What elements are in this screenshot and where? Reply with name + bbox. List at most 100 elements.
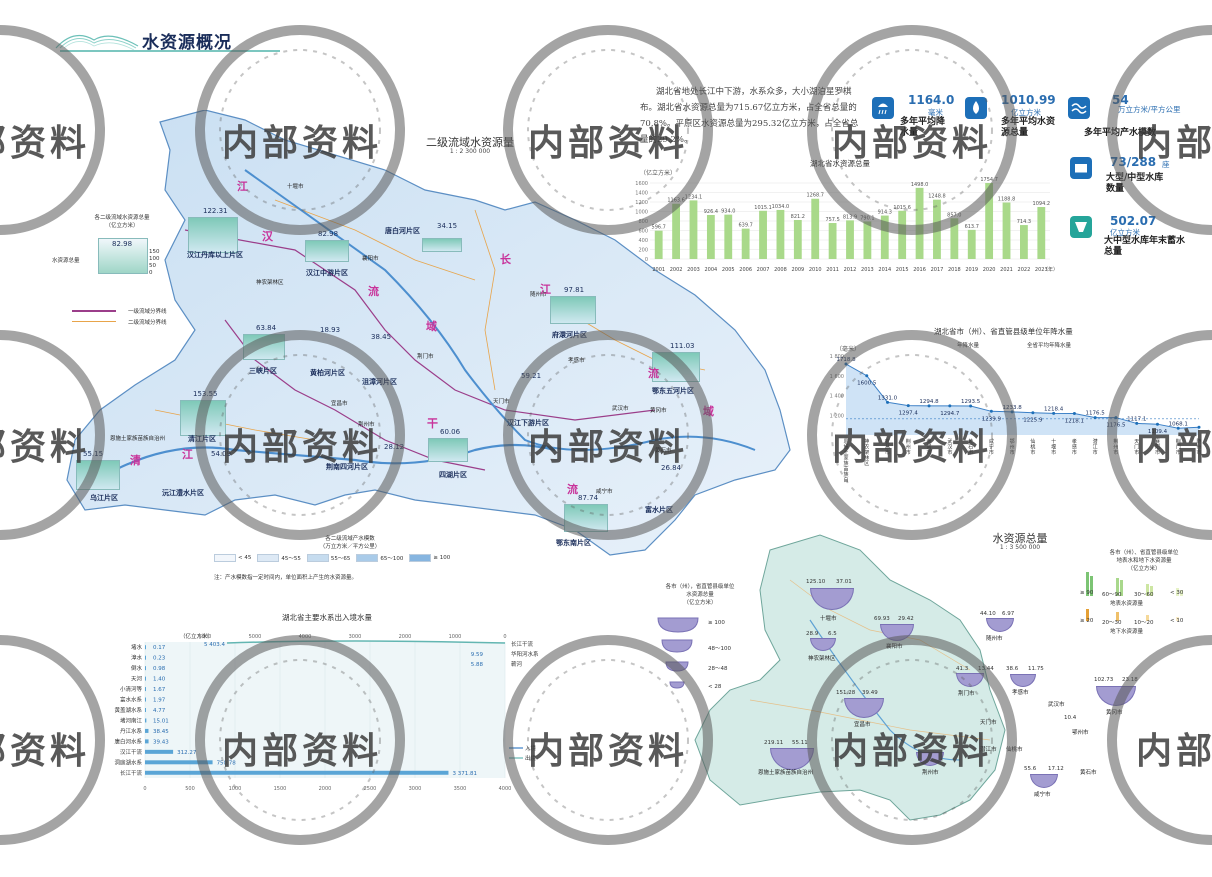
- outflow-name-label: 华阳河水系: [511, 650, 539, 658]
- bar: [1020, 225, 1028, 259]
- x-tick-label: 黄石市: [968, 438, 973, 456]
- city-name: 武汉市: [1048, 702, 1065, 708]
- x-tick-label: 2015: [896, 267, 909, 273]
- bar-value-label: 1498.0: [911, 182, 929, 188]
- flow-category-label: 唐白河水系: [114, 737, 142, 745]
- x-tick-label: 3500: [454, 786, 467, 792]
- bar: [811, 198, 820, 259]
- legend-cube: [98, 238, 148, 274]
- city-value: 102.73: [1094, 677, 1114, 683]
- flow-value-label: 39.43: [153, 739, 169, 745]
- city-label: 武汉市: [612, 406, 629, 412]
- basin-label: 长: [500, 253, 511, 266]
- legend-label: 入境: [525, 744, 537, 752]
- outflow-value-label: 9.59: [471, 652, 484, 658]
- bar-value-label: 926.4: [704, 209, 718, 215]
- stat-label: 大型/中型水库数量: [1106, 173, 1164, 194]
- ground-class: < 10: [1170, 618, 1184, 624]
- map-note: 注：产水模数指一定时间内，单位面积上产生的水资源量。: [214, 575, 358, 581]
- region-label: 清江片区: [188, 435, 216, 443]
- precip-point: [989, 409, 993, 413]
- region-value: 28.12: [384, 443, 405, 451]
- flow-bar: [145, 760, 213, 765]
- basin-label: 江: [540, 283, 551, 296]
- bar-value-label: 714.3: [1017, 219, 1031, 225]
- region-label: 乌江片区: [90, 494, 118, 502]
- x-tick-label: 仙桃市: [1030, 438, 1035, 456]
- region-cube: [428, 438, 468, 462]
- city-name: 黄石市: [1080, 770, 1097, 776]
- intro-paragraph: 湖北省地处长江中下游，水系众多，大小湖泊星罗棋布。湖北省水资源总量为715.67…: [640, 87, 859, 145]
- city-value: 69.93: [874, 616, 890, 622]
- legend-box-tick: 150: [149, 249, 160, 255]
- x-tick-label: 2020: [983, 267, 996, 273]
- x-tick-label: 2003: [687, 267, 700, 273]
- city-value: 44.10: [980, 611, 996, 617]
- city-value: 37.01: [836, 579, 852, 585]
- region-label: 四湖片区: [439, 471, 467, 479]
- region-value: 111.03: [670, 342, 695, 350]
- surface-class: 30～60: [1134, 592, 1154, 598]
- city-label: 襄阳市: [362, 256, 379, 262]
- stat-rain: 1164.0 毫米 多年平均降水量: [872, 93, 956, 141]
- top-tick-label: 0: [503, 634, 506, 640]
- city-name: 神农架林区: [808, 656, 836, 662]
- region-value: 63.84: [256, 324, 277, 332]
- rain-chart-title: 湖北省市（州）、省直管县级单位年降水量: [934, 327, 1073, 336]
- basin-label: 流: [567, 483, 578, 496]
- flow-category-label: 富水水系: [120, 696, 143, 704]
- precip-point: [1052, 411, 1056, 415]
- x-tick-label: 2002: [670, 267, 683, 273]
- x-tick-label: 2021: [1000, 267, 1013, 273]
- city-label: 宜昌市: [331, 401, 348, 407]
- precip-point: [1197, 425, 1201, 429]
- y-tick-label: 1 600: [830, 374, 844, 380]
- top-tick-label: 3000: [349, 634, 362, 640]
- flow-category-label: 漳水: [131, 654, 143, 662]
- basin-label: 域: [703, 405, 714, 418]
- city-name: 咸宁市: [1034, 792, 1051, 798]
- surface-label: 地表水资源量: [1110, 601, 1144, 607]
- legend-line-label: 一级流域分界线: [128, 309, 167, 315]
- stat-label: 多年平均水资源总量: [1001, 117, 1056, 138]
- bowl-class: 48～100: [708, 646, 731, 652]
- ground-label: 地下水资源量: [1110, 629, 1144, 635]
- flow-category-label: 堵河南江: [120, 716, 143, 724]
- bar-value-label: 821.2: [791, 214, 805, 220]
- rain-legend-avg: 全省平均年降水量: [1027, 343, 1072, 349]
- city-value: 39.49: [862, 690, 878, 696]
- basin-label: 流: [648, 367, 659, 380]
- x-tick-label: 1500: [274, 786, 287, 792]
- precip-value-label: 1218.4: [1044, 406, 1064, 412]
- legend-swatch: [214, 554, 236, 562]
- x-tick-label: 武汉市: [947, 438, 952, 456]
- legend-swatch: [257, 554, 280, 562]
- basin-label: 域: [426, 320, 437, 333]
- flow-value-label: 750.78: [217, 760, 237, 766]
- city-name: 潜江市: [980, 747, 997, 753]
- bar-value-label: 596.7: [652, 225, 666, 231]
- city-value: 28.9: [806, 631, 819, 637]
- city-value: 55.6: [1024, 766, 1037, 772]
- stat-label: 多年平均降水量: [900, 117, 946, 138]
- legend-class-label: 55～65: [330, 556, 351, 562]
- bowl-legend-title: 各市（州），省直管县级单位 水资源总量 （亿立方米）: [665, 584, 735, 606]
- city-name: 黄冈市: [1106, 710, 1123, 716]
- top-tick-label: 5000: [249, 634, 262, 640]
- bar-value-label: 1234.1: [685, 194, 703, 200]
- y-tick-label: 1000: [635, 210, 648, 216]
- region-cube: [305, 240, 349, 262]
- bar: [654, 230, 663, 259]
- legend-swatch: [306, 554, 329, 562]
- basin-label: 江: [182, 448, 193, 461]
- bar: [759, 210, 767, 259]
- x-tick-label: 神农架林区: [864, 438, 869, 467]
- right-map-scale: 1 : 3 500 000: [999, 544, 1041, 551]
- legend-box-value: 82.98: [112, 240, 133, 248]
- flow-category-label: 汉江干流: [120, 748, 143, 756]
- bar: [672, 203, 680, 259]
- city-value: 151.28: [836, 690, 856, 696]
- x-tick-label: 荆门市: [1176, 438, 1181, 456]
- stat-value: 73/288: [1110, 155, 1157, 169]
- bar: [776, 209, 785, 259]
